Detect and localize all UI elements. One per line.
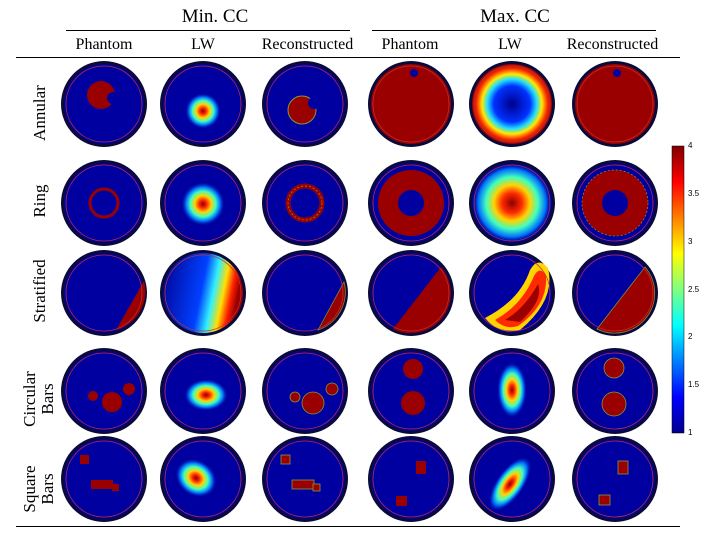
cell-annular-lw-max: [469, 61, 555, 147]
colorbar-tick-label: 1.5: [688, 380, 700, 390]
cell-annular-phantom-max: [368, 61, 454, 147]
column-header-lw-min: LW: [191, 36, 215, 53]
bottom-rule: [16, 526, 680, 527]
header-rule: [16, 57, 680, 58]
cell-stratified-phantom-min: [61, 250, 147, 336]
column-header-reconstructed-min: Reconstructed: [261, 36, 354, 53]
cell-circular-bars-reconstructed-min: [262, 348, 348, 434]
cell-annular-phantom-min: [61, 61, 147, 147]
column-header-phantom-max: Phantom: [381, 36, 439, 53]
cell-circular-bars-lw-min: [160, 348, 246, 434]
cell-square-bars-reconstructed-max: [572, 436, 658, 522]
cell-annular-lw-min: [160, 61, 246, 147]
cell-square-bars-phantom-min: [61, 436, 147, 522]
colorbar-tick-label: 3.5: [688, 188, 700, 198]
cell-ring-reconstructed-min: [262, 160, 348, 246]
colorbar-tick-label: 3: [688, 236, 693, 246]
group-label-min-cc: Min. CC: [181, 6, 249, 27]
cell-ring-lw-min: [160, 160, 246, 246]
cell-square-bars-lw-max: [469, 436, 555, 522]
cell-ring-phantom-min: [61, 160, 147, 246]
cell-annular-reconstructed-max: [572, 61, 658, 147]
colorbar-tick-label: 2: [688, 332, 693, 342]
cell-stratified-lw-max: [469, 250, 555, 336]
colorbar-tick-label: 2.5: [688, 284, 700, 294]
cell-square-bars-lw-min: [160, 436, 246, 522]
cell-circular-bars-phantom-min: [61, 348, 147, 434]
cell-square-bars-phantom-max: [368, 436, 454, 522]
column-header-lw-max: LW: [498, 36, 522, 53]
cell-stratified-reconstructed-max: [572, 250, 658, 336]
cell-ring-phantom-max: [368, 160, 454, 246]
group-rule-max-cc: [372, 30, 656, 31]
cell-circular-bars-lw-max: [469, 348, 555, 434]
cell-circular-bars-reconstructed-max: [572, 348, 658, 434]
group-label-max-cc: Max. CC: [480, 6, 550, 27]
cell-ring-lw-max: [469, 160, 555, 246]
cell-circular-bars-phantom-max: [368, 348, 454, 434]
colorbar-tick-label: 4: [688, 141, 693, 150]
cell-stratified-phantom-max: [368, 250, 454, 336]
cell-square-bars-reconstructed-min: [262, 436, 348, 522]
colorbar: [671, 145, 685, 434]
cell-annular-reconstructed-min: [262, 61, 348, 147]
cell-stratified-lw-min: [160, 250, 246, 336]
group-rule-min-cc: [66, 30, 350, 31]
cell-stratified-reconstructed-min: [262, 250, 348, 336]
column-header-phantom-min: Phantom: [75, 36, 133, 53]
colorbar-tick-label: 1: [688, 428, 693, 437]
column-header-reconstructed-max: Reconstructed: [566, 36, 659, 53]
cell-ring-reconstructed-max: [572, 160, 658, 246]
